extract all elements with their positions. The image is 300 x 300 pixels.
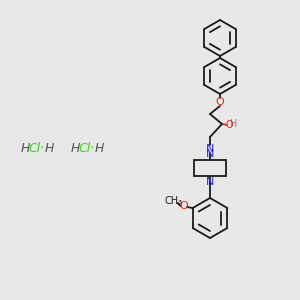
Text: H: H xyxy=(94,142,104,154)
Text: CH₃: CH₃ xyxy=(165,196,183,206)
Text: O: O xyxy=(179,201,188,211)
Text: Cl: Cl xyxy=(29,142,41,154)
Text: N: N xyxy=(206,148,214,159)
Text: Cl: Cl xyxy=(79,142,91,154)
Text: H: H xyxy=(70,142,80,154)
Text: O: O xyxy=(216,97,224,107)
Text: H: H xyxy=(44,142,54,154)
Text: O: O xyxy=(225,120,232,130)
Text: N: N xyxy=(206,144,214,154)
Text: ·: · xyxy=(40,141,44,155)
Text: H: H xyxy=(230,119,237,129)
Text: N: N xyxy=(206,177,214,188)
Text: ·: · xyxy=(90,141,94,155)
Text: H: H xyxy=(20,142,30,154)
